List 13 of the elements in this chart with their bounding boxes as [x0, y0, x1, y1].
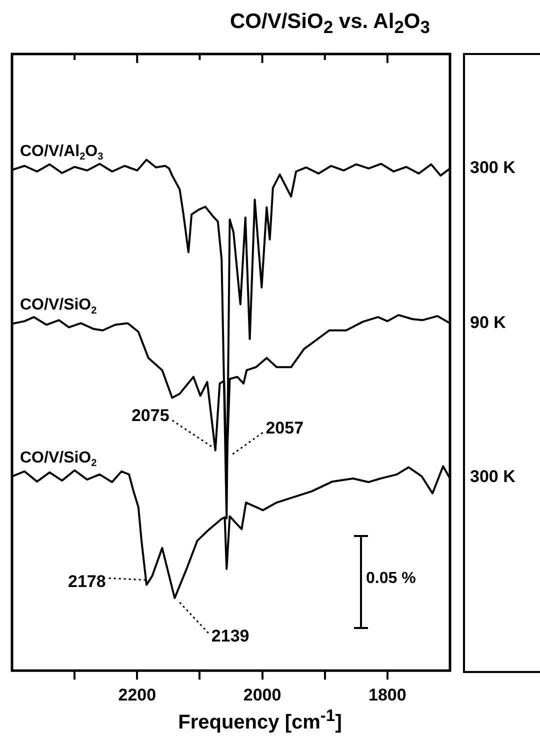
- annotation: 2057: [266, 418, 304, 438]
- x-tick-label: 1800: [368, 685, 406, 704]
- text: 300 K: [470, 158, 516, 178]
- x-axis-title: Frequency [cm$^{-1}$]: [177, 706, 343, 735]
- annotation: 2178: [68, 572, 106, 591]
- x-tick-label: 2200: [118, 685, 156, 704]
- annotation: 2139: [211, 626, 250, 646]
- x-tick-label: 2000: [243, 685, 282, 704]
- annotation: 2075: [131, 406, 170, 426]
- annotation: 0.05 %: [366, 570, 416, 588]
- text: 300 K: [470, 467, 516, 487]
- chart-title: CO/V/SiO$_{2}$ vs. Al$_{2}$O$_{3}$: [229, 10, 431, 38]
- text: 90 K: [470, 313, 506, 333]
